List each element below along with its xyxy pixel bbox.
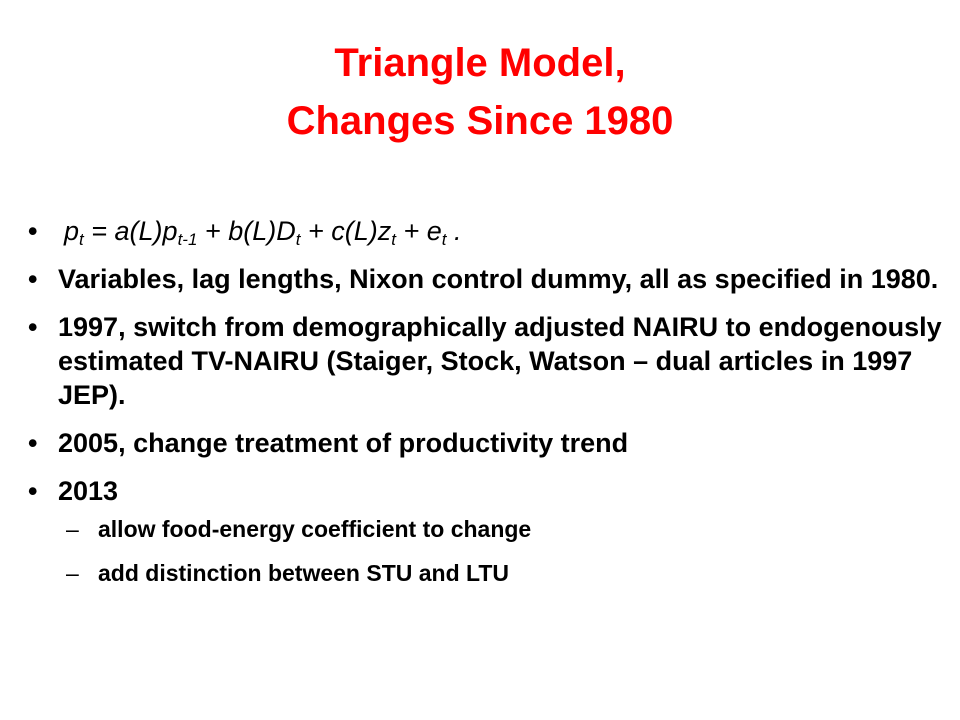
- bullet-item: • 1997, switch from demographically adju…: [0, 310, 960, 412]
- bullet-text: Variables, lag lengths, Nixon control du…: [58, 264, 939, 294]
- bullet-icon: •: [28, 312, 38, 342]
- bullet-icon: •: [28, 476, 38, 506]
- sub-bullet-item: – add distinction between STU and LTU: [58, 558, 948, 588]
- bullet-item: • 2005, change treatment of productivity…: [0, 426, 960, 460]
- sub-bullet-text: add distinction between STU and LTU: [98, 560, 510, 586]
- title-line-1: Triangle Model,: [334, 41, 626, 85]
- sub-bullet-text: allow food-energy coefficient to change: [98, 516, 532, 542]
- bullet-text: 1997, switch from demographically adjust…: [58, 312, 942, 410]
- bullet-icon: •: [28, 216, 38, 246]
- dash-icon: –: [66, 516, 79, 542]
- sub-bullet-list: – allow food-energy coefficient to chang…: [58, 514, 948, 588]
- formula: pt = a(L)pt-1 + b(L)Dt + c(L)zt + et .: [64, 216, 462, 249]
- bullet-icon: •: [28, 264, 38, 294]
- title-line-2: Changes Since 1980: [286, 99, 674, 143]
- bullet-item: • 2013 – allow food-energy coefficient t…: [0, 474, 960, 588]
- slide-title: Triangle Model, Changes Since 1980: [0, 34, 960, 150]
- bullet-text: 2005, change treatment of productivity t…: [58, 428, 629, 458]
- formula-bullet: • pt = a(L)pt-1 + b(L)Dt + c(L)zt + et .: [0, 214, 960, 248]
- bullet-list: • pt = a(L)pt-1 + b(L)Dt + c(L)zt + et .…: [0, 214, 960, 602]
- dash-icon: –: [66, 560, 79, 586]
- bullet-item: • Variables, lag lengths, Nixon control …: [0, 262, 960, 296]
- sub-bullet-item: – allow food-energy coefficient to chang…: [58, 514, 948, 544]
- bullet-text: 2013: [58, 476, 119, 506]
- bullet-icon: •: [28, 428, 38, 458]
